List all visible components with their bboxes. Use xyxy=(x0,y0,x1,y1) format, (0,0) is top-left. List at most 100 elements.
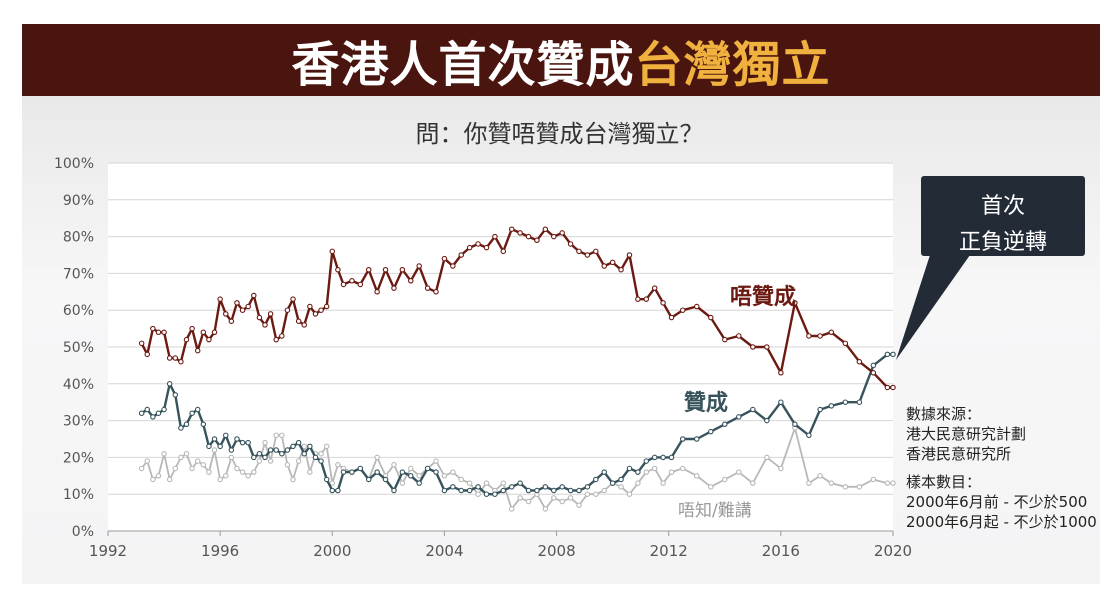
data-point xyxy=(660,480,666,486)
data-point xyxy=(408,465,414,472)
data-point xyxy=(584,252,591,258)
data-point xyxy=(584,491,591,497)
data-point xyxy=(660,300,666,306)
data-point xyxy=(517,495,523,501)
data-point xyxy=(817,473,823,479)
data-point xyxy=(750,480,756,486)
data-point xyxy=(166,381,173,387)
data-point xyxy=(525,498,532,505)
data-point xyxy=(144,406,151,413)
data-point xyxy=(183,450,190,457)
data-point xyxy=(433,469,439,475)
data-point xyxy=(391,462,397,468)
data-point xyxy=(217,296,223,302)
data-point xyxy=(679,465,686,472)
data-point xyxy=(234,436,240,442)
chart-question: 問：你贊唔贊成台灣獨立？ xyxy=(415,120,704,148)
data-point xyxy=(217,476,223,483)
data-point xyxy=(778,399,784,405)
data-point xyxy=(764,454,770,461)
data-point xyxy=(483,244,490,251)
data-point xyxy=(178,425,184,431)
data-point xyxy=(267,458,274,464)
data-point xyxy=(256,314,263,321)
data-point xyxy=(223,473,229,479)
data-point xyxy=(391,285,397,291)
data-point xyxy=(340,469,347,475)
series-0 xyxy=(138,226,896,391)
data-point xyxy=(284,462,291,468)
y-tick-label: 70% xyxy=(63,266,94,282)
data-point xyxy=(643,458,650,464)
data-point xyxy=(365,266,372,273)
data-point xyxy=(618,476,624,483)
data-point xyxy=(178,358,184,365)
data-point xyxy=(842,340,849,347)
data-point xyxy=(267,447,274,453)
data-point xyxy=(374,469,380,475)
data-point xyxy=(828,480,835,486)
data-point xyxy=(542,484,549,490)
data-point xyxy=(842,484,849,490)
data-point xyxy=(884,384,891,391)
y-tick-label: 80% xyxy=(63,230,94,246)
data-point xyxy=(870,362,877,369)
data-point xyxy=(150,476,156,483)
oppose-label: 唔贊成 xyxy=(730,285,796,310)
data-point xyxy=(166,476,173,483)
data-point xyxy=(693,436,700,442)
data-point xyxy=(750,406,756,413)
data-point xyxy=(424,285,431,291)
data-point xyxy=(194,406,201,413)
data-point xyxy=(722,336,728,343)
data-point xyxy=(189,410,195,416)
data-point xyxy=(194,347,201,354)
data-point xyxy=(635,480,641,486)
data-point xyxy=(335,462,341,468)
data-point xyxy=(559,498,565,505)
data-point xyxy=(183,336,190,343)
data-point xyxy=(178,454,184,461)
data-point xyxy=(340,281,347,288)
data-point xyxy=(245,473,251,479)
data-point xyxy=(433,458,439,464)
x-tick-label: 2008 xyxy=(537,542,575,560)
data-point xyxy=(200,462,207,468)
data-point xyxy=(626,252,633,258)
data-point xyxy=(483,480,490,486)
data-point xyxy=(806,432,812,439)
data-point xyxy=(660,454,666,461)
data-point xyxy=(722,476,728,483)
x-tick-label: 2016 xyxy=(762,542,800,560)
data-point xyxy=(399,469,406,475)
data-point xyxy=(295,439,302,446)
data-point xyxy=(245,439,251,446)
data-point xyxy=(200,421,207,428)
data-point xyxy=(736,333,742,339)
data-point xyxy=(475,241,481,247)
data-point xyxy=(679,436,686,442)
data-point xyxy=(601,487,607,494)
data-point xyxy=(329,248,336,255)
data-point xyxy=(635,469,641,475)
y-tick-label: 0% xyxy=(72,524,94,540)
data-point xyxy=(750,344,756,350)
data-point xyxy=(273,447,279,453)
data-point xyxy=(890,351,896,358)
data-point xyxy=(722,421,728,428)
y-tick-label: 100% xyxy=(54,156,94,172)
data-point xyxy=(542,506,549,512)
data-point xyxy=(856,399,863,405)
y-tick-label: 20% xyxy=(63,450,94,466)
data-point xyxy=(329,487,336,494)
data-point xyxy=(349,469,355,475)
data-point xyxy=(651,285,658,291)
data-point xyxy=(534,237,540,244)
y-tick-label: 90% xyxy=(63,193,94,209)
data-point xyxy=(374,454,380,461)
data-point xyxy=(736,469,742,475)
data-point xyxy=(559,230,565,236)
callout-line1: 首次 xyxy=(980,194,1025,219)
series-1 xyxy=(138,351,896,497)
